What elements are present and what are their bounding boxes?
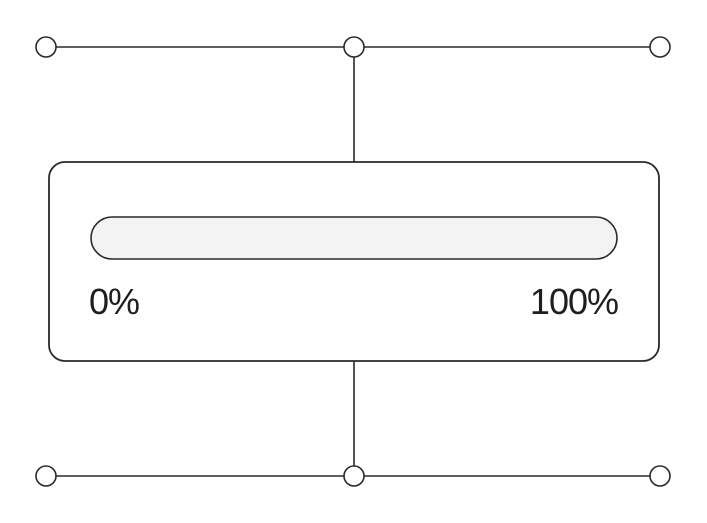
bottom-right-node [649, 465, 671, 487]
progress-card [48, 161, 660, 362]
progress-track [90, 216, 618, 260]
bottom-left-node [35, 465, 57, 487]
top-right-node [649, 36, 671, 58]
top-left-node [35, 36, 57, 58]
top-center-node [343, 36, 365, 58]
bottom-center-node [343, 465, 365, 487]
progress-min-label: 0% [89, 281, 139, 322]
progress-max-label: 100% [530, 281, 618, 322]
